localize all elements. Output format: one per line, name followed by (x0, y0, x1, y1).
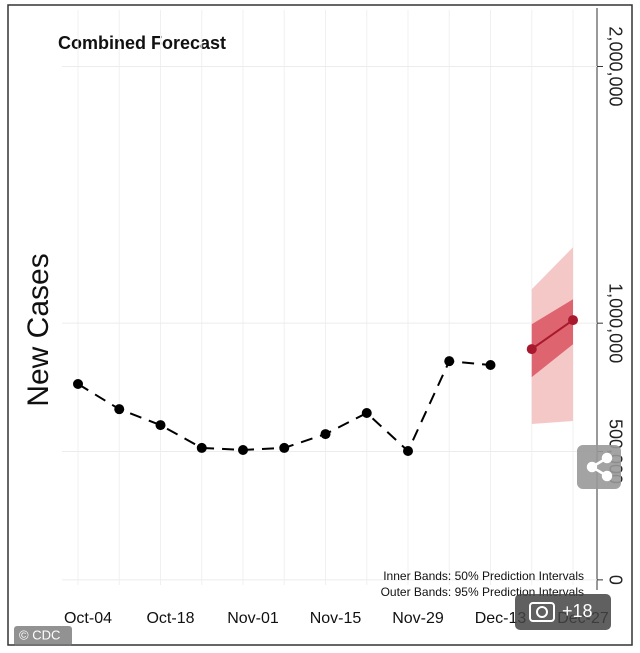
x-tick-label: Nov-29 (392, 610, 444, 627)
plot: Oct-04Oct-18Nov-01Nov-15Nov-29Dec-13Dec-… (62, 10, 625, 627)
y-axis-label: New Cases (22, 253, 55, 406)
overlay: +18 © CDC (14, 445, 621, 646)
share-button[interactable] (577, 445, 621, 489)
data-point (444, 356, 455, 367)
share-icon (586, 452, 613, 482)
x-tick-label: Dec-13 (475, 610, 527, 627)
data-point (73, 379, 83, 390)
camera-lens (536, 606, 548, 618)
x-tick-label: Nov-15 (310, 610, 362, 627)
x-tick-label: Nov-01 (227, 610, 279, 627)
data-point (196, 442, 207, 453)
camera-icon (529, 602, 555, 622)
photo-count: +18 (562, 601, 593, 621)
x-tick-label: Oct-18 (146, 610, 194, 627)
data-point (403, 446, 413, 457)
prediction-band (531, 299, 573, 378)
credit-bg (14, 626, 72, 646)
data-point (320, 429, 331, 440)
data-point (361, 408, 372, 419)
data-point (238, 444, 248, 455)
y-tick-label: 0 (605, 575, 625, 585)
y-tick-label: 1,000,000 (605, 283, 625, 363)
photo-credit: © CDC (19, 627, 60, 642)
x-tick-label: Oct-04 (64, 610, 112, 627)
data-point (279, 442, 290, 453)
chart-title: Combined Forecast (58, 33, 226, 53)
data-point (155, 420, 166, 431)
data-point (568, 315, 578, 326)
frame (7, 4, 633, 646)
data-point (526, 344, 537, 355)
data-point (114, 404, 125, 415)
series-line (531, 319, 574, 350)
y-tick-label: 2,000,000 (605, 26, 625, 106)
legend-entry: Inner Bands: 50% Prediction Intervals (383, 569, 584, 583)
data-point (485, 360, 496, 371)
